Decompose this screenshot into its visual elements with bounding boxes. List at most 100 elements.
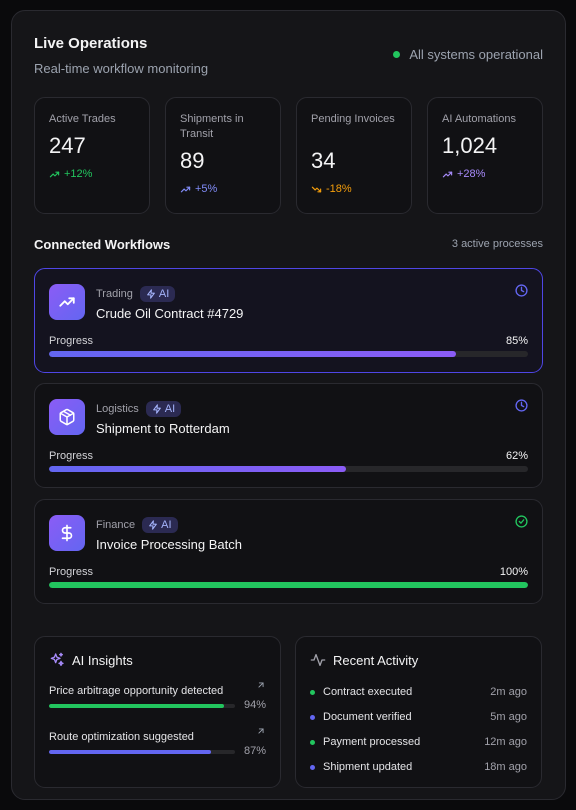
live-operations-panel: Live Operations Real-time workflow monit… (11, 10, 566, 800)
activity-item[interactable]: Shipment updated 18m ago (310, 761, 527, 773)
ai-insights-card: AI Insights Price arbitrage opportunity … (34, 636, 281, 788)
workflow-name: Shipment to Rotterdam (96, 421, 230, 436)
trend-up-icon (442, 171, 453, 177)
workflows-section-header: Connected Workflows 3 active processes (34, 237, 543, 252)
insight-item[interactable]: Route optimization suggested 87% (49, 728, 266, 757)
progress-fill (49, 466, 346, 472)
workflow-category-label: Logistics (96, 403, 139, 415)
stat-card-pending-invoices[interactable]: Pending Invoices 34 -18% (296, 97, 412, 214)
trend-up-icon (49, 171, 60, 177)
stat-trend: +28% (442, 168, 528, 180)
arrow-up-right-icon[interactable] (256, 680, 266, 690)
stat-trend: +12% (49, 168, 135, 180)
insight-confidence: 94% (243, 699, 266, 711)
workflows-title: Connected Workflows (34, 237, 171, 252)
package-icon (49, 399, 85, 435)
system-status-text: All systems operational (409, 47, 543, 62)
activity-item[interactable]: Contract executed 2m ago (310, 686, 527, 698)
progress-bar (49, 351, 528, 357)
ai-badge: AI (139, 286, 176, 302)
activity-dot (310, 689, 315, 695)
stat-trend-value: -18% (326, 183, 352, 195)
trend-up-icon (180, 186, 191, 192)
stat-value: 1,024 (442, 133, 498, 158)
stat-trend-value: +12% (64, 168, 93, 180)
activity-time: 5m ago (490, 711, 527, 723)
workflow-name: Crude Oil Contract #4729 (96, 306, 244, 321)
lightning-icon (149, 520, 157, 530)
workflow-card-logistics[interactable]: Logistics AI Shipment to Rotterdam Progr… (34, 383, 543, 488)
system-status: All systems operational (393, 47, 543, 62)
stat-value: 247 (49, 133, 86, 158)
activity-time: 2m ago (490, 686, 527, 698)
workflow-category: Finance AI (96, 517, 178, 533)
arrow-up-right-icon[interactable] (256, 726, 266, 736)
ai-badge-label: AI (158, 288, 170, 300)
stat-label: Active Trades (49, 113, 116, 125)
insight-text: Price arbitrage opportunity detected (49, 685, 224, 697)
clock-icon (515, 399, 528, 412)
recent-activity-title-text: Recent Activity (333, 652, 419, 668)
recent-activity-title: Recent Activity (310, 652, 418, 668)
workflow-category-label: Trading (96, 288, 133, 300)
insight-confidence-bar (49, 750, 235, 754)
progress-bar (49, 582, 528, 588)
workflow-card-trading[interactable]: Trading AI Crude Oil Contract #4729 Prog… (34, 268, 543, 373)
workflow-category-label: Finance (96, 519, 136, 531)
stat-value: 34 (311, 148, 336, 173)
activity-icon (310, 654, 326, 666)
activity-text: Document verified (323, 711, 412, 723)
insight-item[interactable]: Price arbitrage opportunity detected 94% (49, 682, 266, 711)
ai-insights-title: AI Insights (49, 652, 133, 668)
progress-value: 100% (499, 566, 528, 578)
sparkles-icon (50, 652, 64, 666)
workflow-name: Invoice Processing Batch (96, 537, 242, 552)
progress-fill (49, 351, 457, 357)
clock-icon (515, 284, 528, 297)
activity-text: Shipment updated (323, 761, 413, 773)
workflow-category: Trading AI (96, 286, 176, 302)
stat-label: Shipments in Transit (180, 113, 244, 140)
lightning-icon (152, 404, 161, 414)
activity-text: Payment processed (323, 736, 421, 748)
stat-card-ai-automations[interactable]: AI Automations 1,024 +28% (427, 97, 543, 214)
activity-item[interactable]: Payment processed 12m ago (310, 736, 527, 748)
stat-label: AI Automations (442, 113, 516, 125)
stat-card-shipments[interactable]: Shipments in Transit 89 +5% (165, 97, 281, 214)
progress-fill (49, 582, 528, 588)
activity-dot (310, 764, 315, 770)
stat-card-active-trades[interactable]: Active Trades 247 +12% (34, 97, 150, 214)
activity-time: 12m ago (484, 736, 527, 748)
ai-badge: AI (142, 517, 178, 533)
insight-confidence-fill (49, 704, 224, 708)
activity-dot (310, 739, 315, 745)
activity-time: 18m ago (484, 761, 527, 773)
check-circle-icon (515, 515, 528, 528)
progress-value: 85% (505, 335, 528, 347)
insight-confidence-fill (49, 750, 211, 754)
workflows-count: 3 active processes (451, 238, 543, 250)
dollar-icon (49, 515, 85, 551)
status-dot (393, 51, 401, 58)
workflow-card-finance[interactable]: Finance AI Invoice Processing Batch Prog… (34, 499, 543, 604)
progress-bar (49, 466, 528, 472)
stats-row: Active Trades 247 +12% Shipments in Tran… (34, 97, 543, 214)
progress-label: Progress (49, 566, 94, 578)
trend-down-icon (311, 186, 322, 192)
activity-item[interactable]: Document verified 5m ago (310, 711, 527, 723)
stat-value: 89 (180, 148, 205, 173)
stat-trend-value: +5% (195, 183, 218, 195)
insight-confidence: 87% (243, 745, 266, 757)
ai-badge: AI (145, 401, 182, 417)
panel-header: Live Operations Real-time workflow monit… (34, 35, 543, 76)
progress-value: 62% (505, 450, 528, 462)
activity-text: Contract executed (323, 686, 413, 698)
lightning-icon (147, 289, 155, 299)
insight-text: Route optimization suggested (49, 731, 194, 743)
ai-insights-title-text: AI Insights (72, 652, 133, 668)
stat-trend: -18% (311, 183, 397, 195)
panel-title: Live Operations (34, 35, 148, 52)
stat-label: Pending Invoices (311, 113, 395, 125)
stat-trend: +5% (180, 183, 266, 195)
panel-subtitle: Real-time workflow monitoring (34, 61, 209, 76)
